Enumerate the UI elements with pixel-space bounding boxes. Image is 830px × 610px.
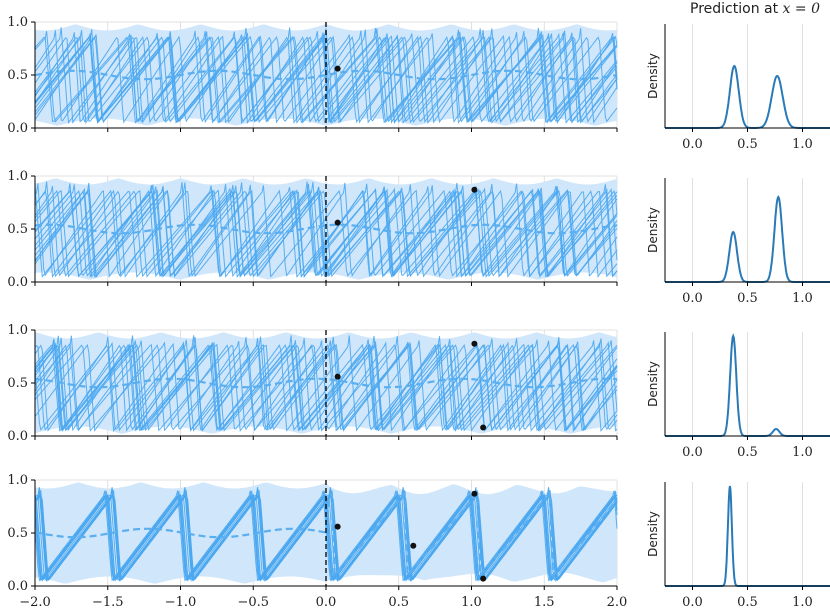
x-tick-label: 0.5 (737, 291, 758, 306)
sample-panel-4: 0.0 0.5 1.0 −2.0 −1.5 −1.0 −0.5 0.0 0.5 1.0 1.5 2.0 (7, 473, 627, 610)
y-tick-label: 0.0 (7, 579, 28, 594)
y-tick-label: 0.0 (7, 429, 28, 444)
sample-curve (34, 29, 618, 124)
observation-point (480, 575, 487, 582)
x-tick-label: 1.0 (792, 137, 813, 152)
density-panel-3: 0.0 0.5 1.0 Density (646, 332, 830, 460)
density-axis-label: Density (646, 53, 660, 99)
mean-curve (34, 491, 618, 579)
x-tick-label: 0.0 (682, 137, 703, 152)
x-tick-label: −1.0 (165, 595, 197, 610)
y-tick-label: 0.5 (7, 526, 28, 541)
density-panel-1: 0.0 0.5 1.0 Density (646, 24, 830, 152)
observation-point (471, 186, 478, 193)
sample-panel-1: 0.0 0.5 1.0 (7, 15, 618, 136)
x-tick-label: 2.0 (607, 595, 628, 610)
observation-point (334, 523, 341, 530)
x-tick-label: 1.0 (792, 291, 813, 306)
density-panel-4: 0.0 0.5 1.0 Density (646, 482, 830, 610)
density-axis-label: Density (646, 361, 660, 407)
y-tick-label: 1.0 (7, 323, 28, 338)
observation-point (480, 424, 487, 431)
x-tick-label: −1.5 (92, 595, 124, 610)
y-tick-label: 1.0 (7, 15, 28, 30)
x-tick-label: 1.0 (792, 595, 813, 610)
sample-curve (34, 181, 618, 278)
mean-curve (34, 377, 618, 389)
x-tick-label: 0.0 (316, 595, 337, 610)
y-tick-label: 1.0 (7, 169, 28, 184)
density-axis-label: Density (646, 207, 660, 253)
sample-curve (34, 490, 618, 582)
observation-point (334, 373, 341, 380)
sample-panel-3: 0.0 0.5 1.0 (7, 323, 618, 444)
x-tick-label: 1.0 (792, 445, 813, 460)
sample-panel-2: 0.0 0.5 1.0 (7, 169, 618, 290)
y-tick-label: 0.0 (7, 275, 28, 290)
density-column-title: Prediction at x = 0 (690, 1, 820, 17)
y-tick-label: 0.5 (7, 376, 28, 391)
mean-curve (34, 223, 618, 235)
y-tick-label: 0.5 (7, 68, 28, 83)
x-tick-label: 0.0 (682, 595, 703, 610)
observation-point (334, 219, 341, 226)
x-tick-label: −0.5 (237, 595, 269, 610)
sample-curve (34, 27, 618, 124)
sample-curve (34, 182, 618, 278)
mean-curve (34, 69, 618, 81)
x-tick-label: 0.0 (682, 445, 703, 460)
sample-curve (34, 36, 618, 123)
sample-curve (34, 494, 618, 581)
x-tick-label: 0.5 (737, 137, 758, 152)
observation-point (410, 542, 417, 549)
x-tick-label: 0.5 (737, 445, 758, 460)
x-tick-label: 0.5 (737, 595, 758, 610)
density-panel-2: 0.0 0.5 1.0 Density (646, 178, 830, 306)
y-tick-label: 0.0 (7, 121, 28, 136)
observation-point (471, 490, 478, 497)
observation-point (334, 65, 341, 72)
y-tick-label: 1.0 (7, 473, 28, 488)
x-tick-label: −2.0 (19, 595, 51, 610)
x-tick-label: 1.5 (534, 595, 555, 610)
x-tick-label: 0.0 (682, 291, 703, 306)
observation-point (471, 340, 478, 347)
sample-curve (34, 490, 618, 582)
sample-curve (34, 335, 618, 432)
x-tick-label: 0.5 (388, 595, 409, 610)
x-tick-label: 1.0 (461, 595, 482, 610)
density-axis-label: Density (646, 511, 660, 557)
y-tick-label: 0.5 (7, 222, 28, 237)
sample-curve (34, 493, 618, 580)
